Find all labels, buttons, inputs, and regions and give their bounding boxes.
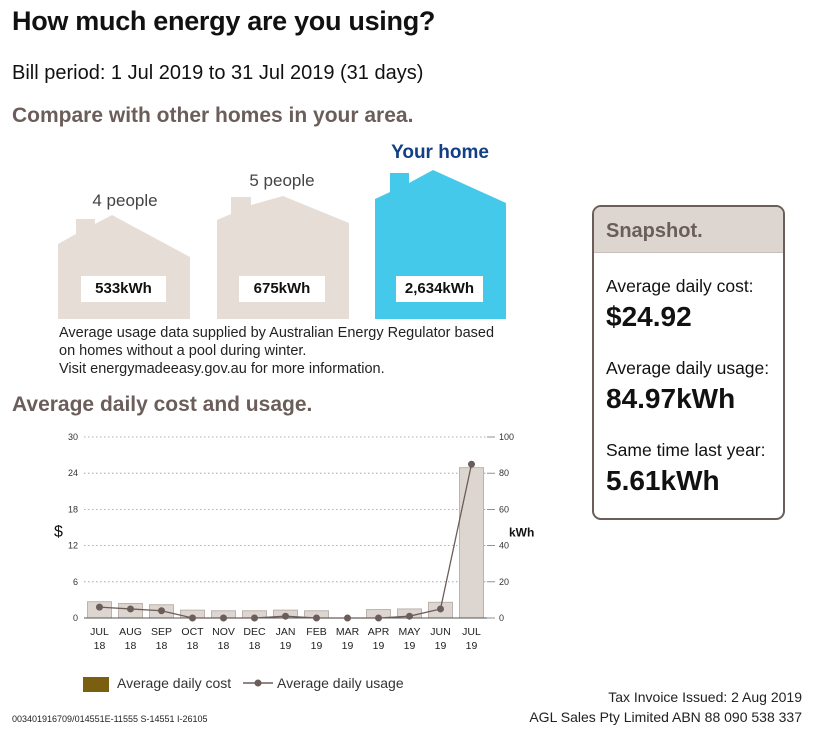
- y-tick-label: 12: [68, 541, 78, 551]
- y-tick-label: 0: [73, 613, 78, 623]
- your-home-label: Your home: [391, 142, 489, 163]
- x-tick-label: 19: [311, 640, 323, 652]
- house-5-people-label: 5 people: [249, 171, 315, 190]
- x-tick-label: MAR: [336, 626, 360, 638]
- usage-point: [437, 605, 444, 613]
- x-tick-label: 19: [373, 640, 385, 652]
- x-tick-label: 18: [187, 640, 199, 652]
- y2-tick-label: 40: [499, 541, 509, 551]
- usage-line: [99, 464, 473, 619]
- invoice-issued: Tax Invoice Issued: 2 Aug 2019: [608, 689, 802, 705]
- x-tick-label: DEC: [243, 626, 266, 638]
- x-tick-label: APR: [368, 626, 390, 638]
- x-tick-label: OCT: [181, 626, 204, 638]
- x-tick-label: 19: [435, 640, 447, 652]
- usage-point: [251, 614, 258, 622]
- x-tick-label: JAN: [276, 626, 296, 638]
- snapshot-header: [594, 207, 783, 253]
- x-tick-label: MAY: [399, 626, 421, 638]
- page-title: How much energy are you using?: [12, 6, 436, 36]
- cost-usage-chart: 0 6 12 18 24 30 0 20 40 60 80 100 $ kWh JUL 18 AUG 18 SEP 1…: [54, 432, 534, 652]
- bill-period: Bill period: 1 Jul 2019 to 31 Jul 2019 (…: [12, 62, 424, 84]
- house-4-people-usage: 533kWh: [81, 276, 166, 302]
- usage-point: [189, 614, 196, 622]
- x-tick-label: SEP: [151, 626, 172, 638]
- chart-heading: Average daily cost and usage.: [12, 393, 313, 416]
- usage-point: [406, 612, 413, 620]
- usage-point: [375, 614, 382, 622]
- x-tick-label: JUN: [430, 626, 450, 638]
- usage-note-line: Visit energymadeeasy.gov.au for more inf…: [59, 361, 385, 377]
- y2-tick-label: 60: [499, 504, 509, 514]
- legend-cost-label: Average daily cost: [117, 675, 232, 691]
- y-tick-label: 24: [68, 468, 78, 478]
- usage-note-line: on homes without a pool during winter.: [59, 343, 307, 359]
- y-axis-label: $: [54, 524, 63, 541]
- company-abn: AGL Sales Pty Limited ABN 88 090 538 337: [529, 709, 802, 725]
- last-year-value: 5.61kWh: [606, 465, 720, 496]
- x-tick-label: FEB: [306, 626, 326, 638]
- x-tick-label: JUL: [90, 626, 109, 638]
- y-tick-label: 30: [68, 432, 78, 442]
- legend-usage-label: Average daily usage: [277, 675, 404, 691]
- y2-axis-label: kWh: [509, 526, 534, 540]
- x-tick-label: 18: [156, 640, 168, 652]
- y2-tick-label: 100: [499, 432, 514, 442]
- usage-point: [282, 612, 289, 620]
- usage-point: [96, 603, 103, 611]
- x-tick-label: JUL: [462, 626, 481, 638]
- y-tick-label: 6: [73, 577, 78, 587]
- usage-point: [313, 614, 320, 622]
- y2-tick-label: 0: [499, 613, 504, 623]
- usage-point: [468, 460, 475, 468]
- x-tick-label: 18: [125, 640, 137, 652]
- house-4-people-label: 4 people: [92, 191, 158, 210]
- x-tick-label: 18: [249, 640, 261, 652]
- last-year-label: Same time last year:: [606, 440, 766, 460]
- x-tick-label: 19: [404, 640, 416, 652]
- x-tick-label: 19: [466, 640, 478, 652]
- cost-bar: [459, 467, 484, 619]
- your-home-usage: 2,634kWh: [396, 276, 483, 302]
- usage-point: [127, 605, 134, 613]
- avg-daily-usage-value: 84.97kWh: [606, 383, 736, 414]
- avg-daily-usage-label: Average daily usage:: [606, 358, 770, 378]
- house-4-people-icon: [58, 215, 190, 319]
- snapshot-title: Snapshot.: [606, 220, 703, 242]
- house-5-people-usage: 675kWh: [239, 276, 325, 302]
- avg-daily-cost-label: Average daily cost:: [606, 276, 754, 296]
- avg-daily-cost-value: $24.92: [606, 301, 692, 332]
- y2-tick-label: 20: [499, 577, 509, 587]
- legend-usage-marker-icon: [243, 679, 273, 687]
- usage-point: [344, 614, 351, 622]
- x-tick-label: NOV: [212, 626, 235, 638]
- usage-note: Average usage data supplied by Australia…: [59, 324, 494, 378]
- x-tick-label: 19: [342, 640, 354, 652]
- usage-point: [220, 614, 227, 622]
- reference-code: 003401916709/014551E-11555 S-14551 I-261…: [12, 714, 208, 724]
- x-tick-label: 19: [280, 640, 292, 652]
- x-tick-label: AUG: [119, 626, 142, 638]
- compare-heading: Compare with other homes in your area.: [12, 104, 414, 127]
- x-tick-label: 18: [218, 640, 230, 652]
- usage-note-line: Average usage data supplied by Australia…: [59, 325, 495, 341]
- snapshot-card: Snapshot. Average daily cost: $24.92 Ave…: [592, 205, 785, 520]
- y2-tick-label: 80: [499, 468, 509, 478]
- usage-point: [158, 607, 165, 615]
- legend-cost-swatch: [83, 677, 109, 692]
- x-tick-label: 18: [94, 640, 106, 652]
- y-tick-label: 18: [68, 504, 78, 514]
